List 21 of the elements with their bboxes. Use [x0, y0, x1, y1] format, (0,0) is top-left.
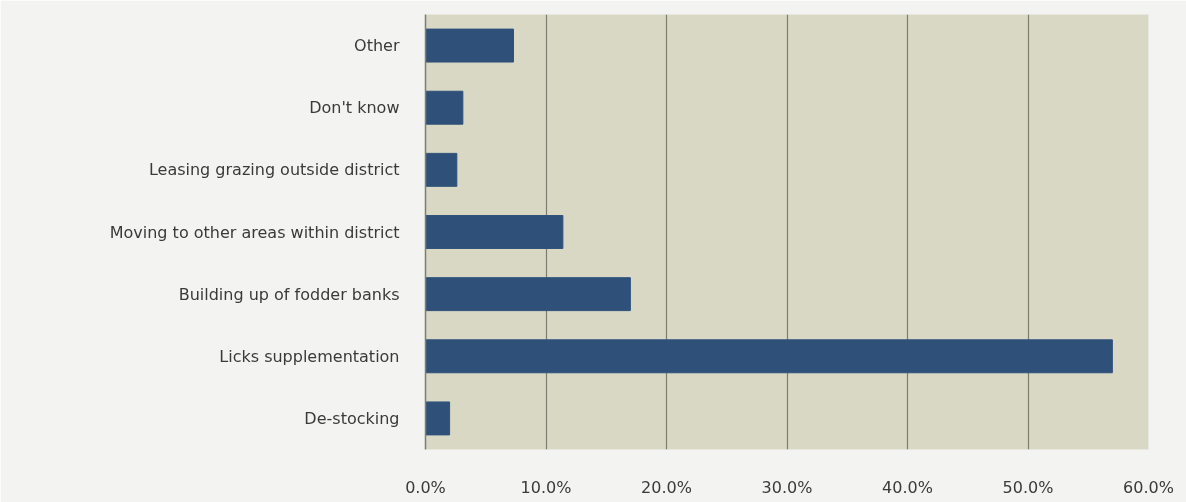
bar — [425, 401, 451, 436]
x-tick-label: 30.0% — [761, 477, 813, 497]
x-tick-label: 20.0% — [641, 477, 692, 497]
y-tick-label: Moving to other areas within district — [109, 222, 400, 242]
y-tick-label: Licks supplementation — [219, 346, 400, 366]
y-tick-label: Don't know — [309, 98, 400, 118]
x-tick-label: 0.0% — [405, 477, 446, 497]
y-tick-label: De-stocking — [304, 408, 400, 428]
y-tick-label: Building up of fodder banks — [178, 284, 400, 304]
bar — [425, 152, 458, 187]
x-tick-label: 50.0% — [1002, 477, 1054, 497]
y-tick-label: Leasing grazing outside district — [148, 160, 400, 180]
x-tick-label: 40.0% — [882, 477, 933, 497]
x-tick-label: 60.0% — [1123, 477, 1174, 497]
bar — [425, 277, 631, 312]
bar — [425, 339, 1113, 374]
bar — [425, 215, 564, 249]
y-tick-label: Other — [354, 36, 400, 56]
bar — [425, 28, 514, 63]
x-tick-label: 10.0% — [520, 477, 572, 497]
bar — [425, 90, 464, 125]
